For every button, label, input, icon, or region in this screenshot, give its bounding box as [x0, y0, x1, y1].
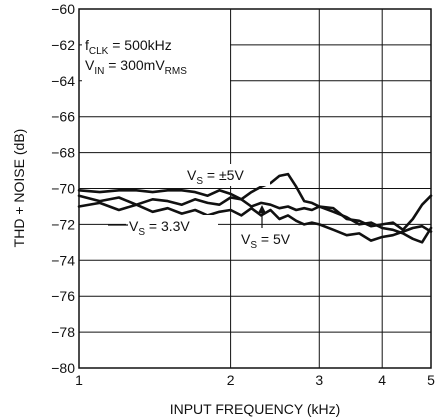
series-line-v33	[77, 194, 433, 244]
leader-v5-arrowhead	[258, 205, 266, 213]
series-label-v5: VS = 5V	[241, 231, 291, 251]
x-tick-label: 4	[378, 372, 386, 388]
series-label-v33: VS = 3.3V	[129, 218, 190, 238]
series-line-v5	[77, 201, 433, 242]
x-tick-label: 5	[427, 372, 435, 388]
y-tick-label: −66	[51, 109, 75, 125]
y-tick-label: −80	[51, 360, 75, 376]
series-lines	[77, 172, 433, 244]
y-tick-label: −62	[51, 37, 75, 53]
y-tick-label: −70	[51, 181, 75, 197]
condition-fclk: fCLK = 500kHz	[85, 37, 172, 57]
y-tick-label: −68	[51, 145, 75, 161]
y-tick-label: −76	[51, 288, 75, 304]
x-tick-label: 3	[315, 372, 323, 388]
y-axis-label: THD + NOISE (dB)	[11, 129, 27, 248]
y-tick-label: −60	[51, 1, 75, 17]
y-tick-label: −78	[51, 324, 75, 340]
condition-box-bg	[82, 33, 230, 83]
label-pm5-bg	[184, 164, 270, 186]
condition-vin: VIN = 300mVRMS	[85, 57, 187, 77]
y-tick-labels: −60 −62 −64 −66 −68 −70 −72 −74 −76 −78 −80	[51, 1, 75, 376]
series-line-pm5	[77, 172, 433, 232]
plot-frame	[78, 8, 432, 369]
x-tick-labels: 1 2 3 4 5	[75, 372, 435, 388]
y-tick-label: −64	[51, 73, 75, 89]
label-v5-bg	[238, 228, 314, 250]
series-label-pm5: VS = ±5V	[187, 167, 244, 187]
x-axis-label: INPUT FREQUENCY (kHz)	[170, 401, 341, 417]
y-tick-label: −72	[51, 216, 75, 232]
y-tick-label: −74	[51, 252, 75, 268]
x-tick-label: 2	[227, 372, 235, 388]
label-v33-bg	[126, 215, 218, 237]
x-tick-label: 1	[75, 372, 83, 388]
